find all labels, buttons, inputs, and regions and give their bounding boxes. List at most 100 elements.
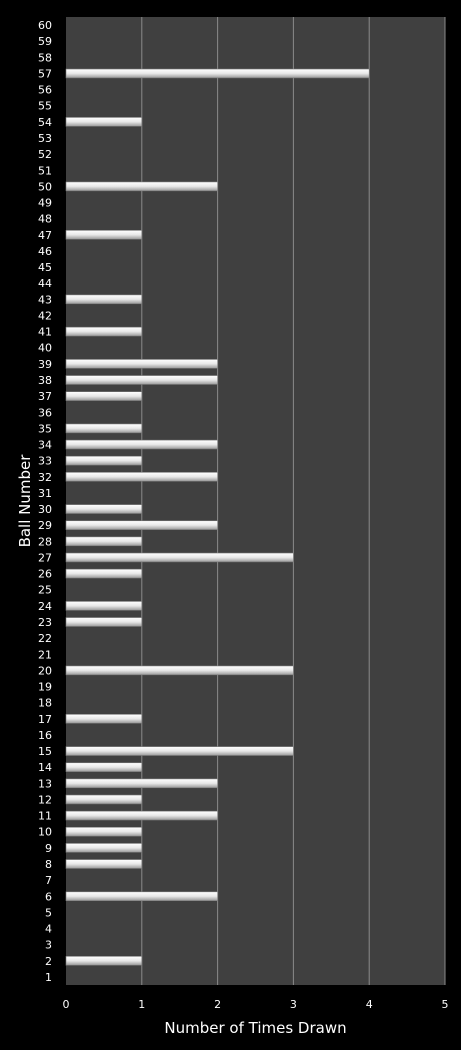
- bar-ball-30: [65, 504, 143, 514]
- x-tick-label: 1: [138, 998, 145, 1011]
- y-tick-label: 57: [38, 67, 52, 80]
- bar-ball-33: [65, 455, 143, 466]
- bar-ball-15: [65, 746, 294, 756]
- y-tick-label: 58: [38, 51, 52, 64]
- y-tick-label: 7: [45, 874, 52, 887]
- bar-ball-47: [65, 230, 143, 240]
- y-tick-label: 20: [38, 664, 52, 677]
- bar-ball-11: [65, 810, 218, 821]
- bar-ball-39: [65, 359, 218, 369]
- x-tick-label: 0: [63, 998, 70, 1011]
- bar-ball-41: [65, 326, 143, 337]
- y-tick-label: 43: [38, 293, 52, 306]
- y-tick-label: 3: [45, 939, 52, 952]
- plot-area: [66, 17, 445, 985]
- y-tick-label: 39: [38, 358, 52, 371]
- y-tick-label: 19: [38, 681, 52, 694]
- bar-ball-24: [65, 601, 143, 611]
- y-tick-label: 45: [38, 261, 52, 274]
- bar-ball-50: [65, 181, 218, 192]
- x-tick-label: 4: [366, 998, 373, 1011]
- bar-ball-9: [65, 843, 143, 853]
- x-tick-label: 5: [442, 998, 449, 1011]
- bar-ball-38: [65, 375, 218, 385]
- bar-ball-14: [65, 762, 143, 772]
- y-axis-title: Ball Number: [16, 454, 34, 548]
- y-tick-label: 33: [38, 455, 52, 468]
- x-axis-title: Number of Times Drawn: [164, 1019, 346, 1037]
- bar-ball-29: [65, 520, 218, 530]
- y-tick-label: 37: [38, 390, 52, 403]
- bar-ball-6: [65, 891, 218, 902]
- y-tick-label: 53: [38, 132, 52, 145]
- bar-ball-20: [65, 665, 294, 676]
- bar-ball-57: [65, 68, 370, 79]
- y-tick-label: 32: [38, 471, 52, 484]
- y-tick-label: 50: [38, 180, 52, 193]
- y-tick-label: 24: [38, 600, 52, 613]
- x-axis-tick-labels: 0 1 2 3 4 5: [63, 998, 449, 1011]
- bar-ball-34: [65, 439, 218, 450]
- y-tick-label: 6: [45, 890, 52, 903]
- bar-ball-28: [65, 536, 143, 547]
- bar-ball-37: [65, 391, 143, 401]
- bar-ball-10: [65, 826, 143, 837]
- y-tick-label: 41: [38, 326, 52, 339]
- y-tick-label: 44: [38, 277, 52, 290]
- y-tick-label: 38: [38, 374, 52, 387]
- y-tick-label: 26: [38, 568, 52, 581]
- gridlines: [141, 17, 446, 985]
- y-tick-label: 2: [45, 955, 52, 968]
- x-tick-label: 2: [214, 998, 221, 1011]
- bar-ball-32: [65, 472, 218, 482]
- y-tick-label: 4: [45, 923, 52, 936]
- y-tick-label: 56: [38, 84, 52, 97]
- y-tick-label: 52: [38, 148, 52, 161]
- y-tick-label: 36: [38, 406, 52, 419]
- bar-ball-43: [65, 294, 143, 305]
- y-axis-tick-labels: 1234567891011121314151617181920212223242…: [38, 19, 52, 984]
- y-tick-label: 14: [38, 761, 52, 774]
- y-tick-label: 12: [38, 793, 52, 806]
- y-tick-label: 23: [38, 616, 52, 629]
- y-tick-label: 16: [38, 729, 52, 742]
- y-tick-label: 42: [38, 309, 52, 322]
- y-tick-label: 47: [38, 229, 52, 242]
- y-tick-label: 25: [38, 584, 52, 597]
- y-tick-label: 35: [38, 422, 52, 435]
- y-tick-label: 51: [38, 164, 52, 177]
- y-tick-label: 21: [38, 648, 52, 661]
- y-tick-label: 10: [38, 826, 52, 839]
- bar-ball-26: [65, 568, 143, 579]
- y-tick-label: 59: [38, 35, 52, 48]
- y-tick-label: 13: [38, 777, 52, 790]
- y-tick-label: 60: [38, 19, 52, 32]
- bar-ball-17: [65, 714, 143, 724]
- x-tick-label: 3: [290, 998, 297, 1011]
- bar-ball-13: [65, 778, 218, 789]
- y-tick-label: 27: [38, 551, 52, 564]
- y-tick-label: 28: [38, 535, 52, 548]
- y-tick-label: 1: [45, 971, 52, 984]
- y-tick-label: 40: [38, 342, 52, 355]
- y-tick-label: 29: [38, 519, 52, 532]
- y-tick-label: 17: [38, 713, 52, 726]
- y-tick-label: 15: [38, 745, 52, 758]
- y-tick-label: 5: [45, 906, 52, 919]
- bar-ball-12: [65, 794, 143, 805]
- y-tick-label: 9: [45, 842, 52, 855]
- y-tick-label: 54: [38, 116, 52, 129]
- y-tick-label: 49: [38, 197, 52, 210]
- bar-ball-8: [65, 859, 143, 869]
- bar-ball-2: [65, 956, 143, 966]
- y-tick-label: 31: [38, 487, 52, 500]
- bar-ball-23: [65, 617, 143, 627]
- y-tick-label: 30: [38, 503, 52, 516]
- y-tick-label: 22: [38, 632, 52, 645]
- y-tick-label: 11: [38, 810, 52, 823]
- y-tick-label: 8: [45, 858, 52, 871]
- y-tick-label: 46: [38, 245, 52, 258]
- y-tick-label: 34: [38, 439, 52, 452]
- y-tick-label: 48: [38, 213, 52, 226]
